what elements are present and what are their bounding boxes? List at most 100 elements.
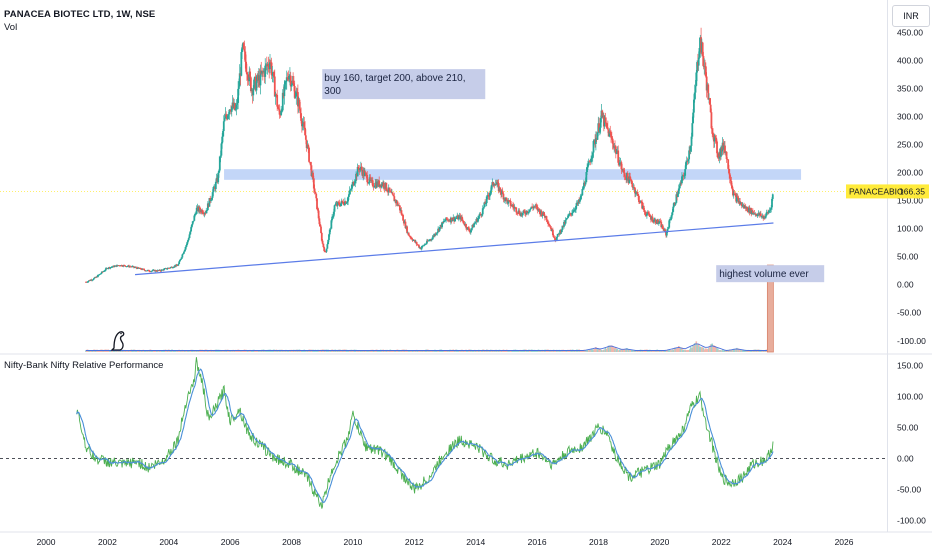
candle-body xyxy=(400,210,403,215)
candle-body xyxy=(675,194,678,203)
candle-body xyxy=(660,221,663,228)
candle-body xyxy=(431,237,434,240)
candle-body xyxy=(756,214,759,216)
candle-body xyxy=(325,248,328,252)
candle-body xyxy=(497,183,500,192)
candle-body xyxy=(682,175,685,177)
candle-body xyxy=(267,63,270,68)
candle-body xyxy=(438,227,441,231)
candle-body xyxy=(523,210,526,212)
candle-body xyxy=(765,212,768,216)
candle-body xyxy=(664,229,667,232)
candle-body xyxy=(644,211,647,215)
candle-body xyxy=(726,158,729,160)
candle-body xyxy=(426,240,428,244)
candle-body xyxy=(479,213,482,215)
candle-body xyxy=(477,216,480,219)
candle-body xyxy=(279,114,282,116)
candle-body xyxy=(212,187,215,193)
candle-body xyxy=(286,77,289,79)
candle-body xyxy=(276,94,279,107)
candle-body xyxy=(313,188,316,192)
candle-body xyxy=(555,237,558,241)
rp-axis-tick-0: 150.00 xyxy=(897,360,923,370)
candle-body xyxy=(334,204,337,206)
candle-body xyxy=(461,216,463,220)
candle-body xyxy=(236,102,239,105)
time-axis-tick-5: 2010 xyxy=(343,537,362,547)
candle-body xyxy=(124,265,126,267)
candle-body xyxy=(351,184,353,189)
candle-body xyxy=(485,196,488,204)
candle-body xyxy=(305,139,308,149)
candle-body xyxy=(417,244,420,246)
candle-body xyxy=(548,224,551,227)
candle-body xyxy=(175,264,177,267)
candle-body xyxy=(481,208,484,215)
candle-body xyxy=(187,240,189,243)
candle-body xyxy=(159,270,162,272)
time-axis-tick-7: 2014 xyxy=(466,537,485,547)
volume-bar xyxy=(728,349,731,352)
candle-body xyxy=(755,213,757,216)
time-axis-tick-4: 2008 xyxy=(282,537,301,547)
candle-body xyxy=(416,244,419,246)
candle-body xyxy=(252,88,255,96)
annotation-box-2 xyxy=(716,265,825,283)
price-axis-tick-10: -50.00 xyxy=(897,308,921,318)
candle-body xyxy=(91,279,94,281)
price-tag-value: 166.35 xyxy=(899,186,925,196)
candle-body xyxy=(240,52,243,76)
candle-body xyxy=(716,141,718,154)
candle-body xyxy=(483,202,486,208)
candle-body xyxy=(238,86,240,89)
candle-body xyxy=(353,183,356,186)
candle-body xyxy=(169,267,172,269)
candle-body xyxy=(187,238,190,241)
candle-body xyxy=(255,81,258,91)
candle-body xyxy=(210,197,213,200)
currency-button[interactable]: INR xyxy=(892,5,930,27)
candle-body xyxy=(126,266,129,268)
candle-body xyxy=(640,200,643,202)
rp-axis-tick-4: -50.00 xyxy=(897,485,921,495)
candle-body xyxy=(140,268,142,270)
candle-body xyxy=(591,152,594,157)
candle-body xyxy=(208,198,211,207)
candle-body xyxy=(226,115,229,119)
candle-body xyxy=(764,215,767,219)
price-axis-tick-6: 150.00 xyxy=(897,196,923,206)
time-axis-tick-3: 2006 xyxy=(221,537,240,547)
candle-body xyxy=(630,179,632,181)
candle-body xyxy=(340,203,342,207)
candle-body xyxy=(658,220,661,223)
candle-body xyxy=(708,98,711,105)
rp-slow-line xyxy=(76,368,774,504)
candle-body xyxy=(184,247,187,250)
candle-body xyxy=(285,81,287,83)
candle-body xyxy=(668,220,671,228)
candle-body xyxy=(242,43,245,49)
candle-body xyxy=(391,192,394,195)
candle-body xyxy=(665,230,668,236)
candle-body xyxy=(767,210,770,213)
candle-body xyxy=(714,136,717,138)
candle-body xyxy=(526,210,529,213)
candle-body xyxy=(387,191,389,193)
candle-body xyxy=(99,273,102,275)
candle-body xyxy=(332,216,334,218)
candle-body xyxy=(295,91,298,97)
candle-body xyxy=(366,174,369,183)
candle-body xyxy=(354,180,357,184)
candle-body xyxy=(736,196,738,202)
candle-body xyxy=(634,187,636,194)
candle-body xyxy=(94,277,97,279)
time-axis-tick-6: 2012 xyxy=(405,537,424,547)
support-trendline xyxy=(134,222,774,276)
candle-body xyxy=(707,84,710,100)
candle-body xyxy=(711,128,714,134)
candle-body xyxy=(482,207,485,209)
candle-body xyxy=(100,273,102,275)
candle-body xyxy=(292,80,295,84)
